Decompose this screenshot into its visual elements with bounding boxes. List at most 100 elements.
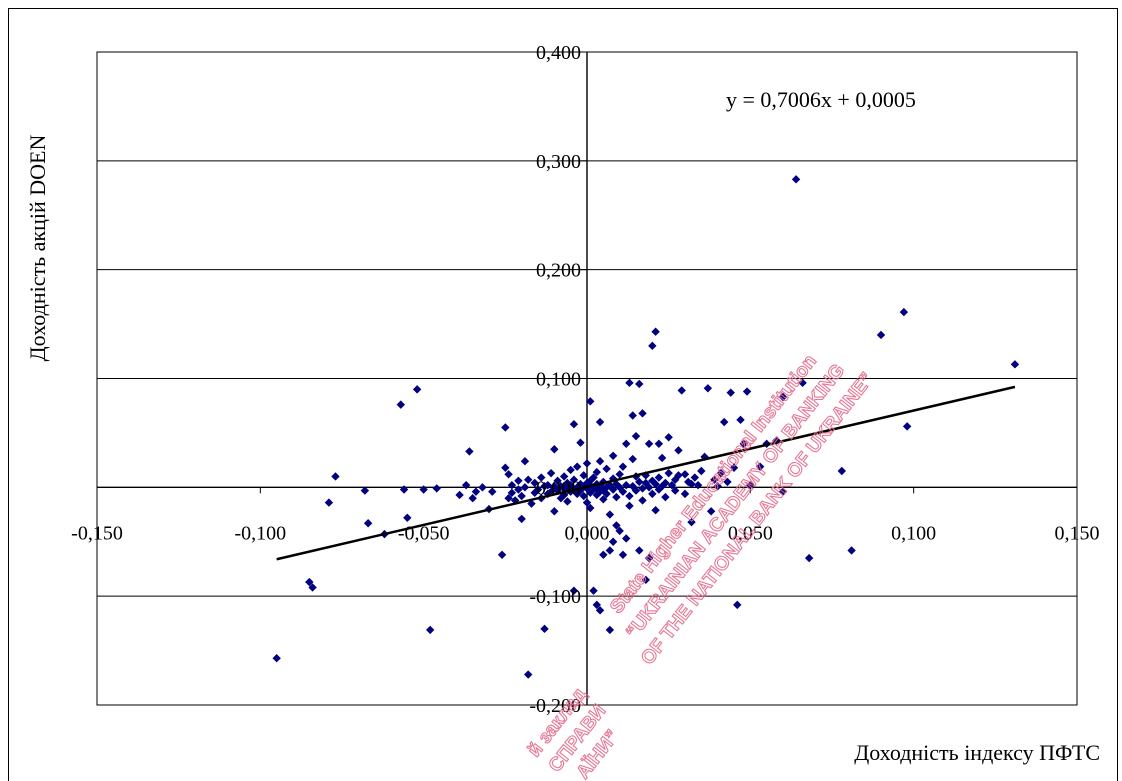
data-point xyxy=(602,483,611,492)
data-point xyxy=(517,514,526,524)
data-point xyxy=(791,175,801,184)
data-point xyxy=(674,446,683,455)
data-point xyxy=(527,499,536,508)
data-point xyxy=(641,478,650,488)
data-point xyxy=(533,485,543,494)
data-point xyxy=(579,482,588,491)
x-tick-label: 0,100 xyxy=(891,522,936,544)
data-point xyxy=(778,392,788,402)
data-point xyxy=(608,451,618,460)
data-point xyxy=(667,480,677,490)
y-tick-label: 0,200 xyxy=(536,260,581,282)
data-point xyxy=(543,489,552,499)
data-point xyxy=(622,480,631,490)
data-point xyxy=(586,488,595,497)
data-point xyxy=(638,484,647,493)
data-point xyxy=(272,654,281,663)
data-point xyxy=(592,490,601,500)
data-point xyxy=(602,489,611,499)
data-point xyxy=(674,471,683,480)
data-point xyxy=(654,473,664,482)
data-point xyxy=(602,464,611,474)
data-point xyxy=(638,409,647,418)
data-point xyxy=(530,478,539,488)
data-point xyxy=(755,462,765,471)
data-point xyxy=(331,472,340,481)
data-point xyxy=(706,507,716,516)
data-point xyxy=(804,553,814,563)
data-point xyxy=(641,471,650,480)
data-point xyxy=(690,473,699,482)
data-point xyxy=(550,445,559,454)
data-point xyxy=(657,453,667,463)
data-point xyxy=(507,488,517,497)
data-point xyxy=(648,341,657,351)
data-point xyxy=(595,606,605,615)
x-tick-label: 0,150 xyxy=(1055,522,1100,544)
data-point xyxy=(504,494,513,503)
data-point xyxy=(432,484,441,493)
data-point xyxy=(742,387,752,396)
data-point xyxy=(426,625,435,635)
data-point xyxy=(618,487,628,496)
data-point xyxy=(736,415,745,425)
data-point xyxy=(671,486,680,495)
data-point xyxy=(837,466,846,476)
data-point xyxy=(710,475,719,484)
data-point xyxy=(631,431,641,441)
data-point xyxy=(625,378,634,388)
data-point xyxy=(605,625,615,635)
data-point xyxy=(579,471,588,480)
data-point xyxy=(537,473,546,482)
data-point xyxy=(507,480,517,490)
data-point xyxy=(497,550,507,560)
data-point xyxy=(308,583,317,592)
data-point xyxy=(465,447,474,456)
data-point xyxy=(638,496,647,505)
data-point xyxy=(543,480,552,490)
data-point xyxy=(687,479,696,489)
y-tick-label: 0,400 xyxy=(536,42,581,64)
y-tick-label: 0,300 xyxy=(536,151,581,173)
data-point xyxy=(628,411,637,420)
data-point xyxy=(625,501,634,511)
data-point xyxy=(579,491,588,501)
data-point xyxy=(569,475,579,484)
data-point xyxy=(559,472,569,481)
data-point xyxy=(514,476,523,486)
label-layer: 0,400 0,300 0,200 0,100 0,000 -0,100 -0,200 -0,… xyxy=(71,42,1099,717)
data-point xyxy=(729,463,739,472)
data-point xyxy=(664,468,673,478)
data-point xyxy=(680,489,690,499)
data-point xyxy=(644,553,654,563)
data-point xyxy=(654,439,664,448)
data-point xyxy=(592,484,601,493)
y-tick-label: 0,100 xyxy=(536,369,581,391)
data-point xyxy=(687,517,696,527)
data-point xyxy=(595,417,605,427)
data-point xyxy=(615,470,624,479)
data-point xyxy=(582,498,592,507)
data-point xyxy=(396,400,405,409)
data-point xyxy=(847,546,856,555)
data-point xyxy=(641,575,650,585)
data-point xyxy=(703,384,713,393)
data-point xyxy=(520,483,530,492)
data-point xyxy=(576,438,585,447)
data-point xyxy=(501,423,510,432)
data-point xyxy=(305,577,314,587)
data-point xyxy=(651,505,660,515)
data-point xyxy=(360,486,370,495)
data-point xyxy=(478,483,487,492)
data-point xyxy=(661,478,670,488)
data-point xyxy=(550,482,559,491)
data-point xyxy=(654,485,664,494)
data-point xyxy=(553,476,562,486)
data-point xyxy=(661,492,670,502)
data-point xyxy=(592,467,601,477)
data-point xyxy=(713,482,722,491)
data-point xyxy=(651,327,660,336)
trend-layer xyxy=(276,385,1016,561)
data-point xyxy=(612,492,621,502)
data-point xyxy=(399,485,409,494)
